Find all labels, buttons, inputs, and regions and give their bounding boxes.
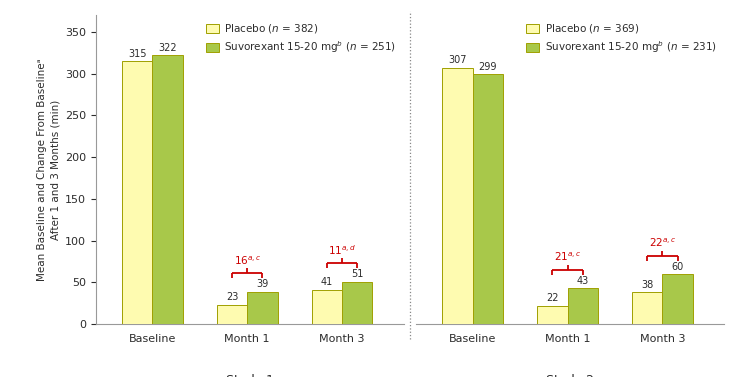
Text: 39: 39 [257,279,268,289]
Bar [473,74,503,324]
Text: 51: 51 [351,269,363,279]
Text: 38: 38 [641,280,653,290]
Text: 299: 299 [478,62,497,72]
Bar [217,305,247,324]
Text: Study 2: Study 2 [546,374,594,377]
Bar [632,293,662,324]
Bar [567,288,598,324]
Text: 60: 60 [671,262,684,271]
Text: 16$^{a,c}$: 16$^{a,c}$ [234,254,261,267]
Text: Study 1: Study 1 [226,374,273,377]
Bar [122,61,152,324]
Bar [442,68,473,324]
Bar [247,292,278,324]
Bar [537,306,567,324]
Text: 21$^{a,c}$: 21$^{a,c}$ [554,251,581,263]
Legend: Placebo ($n$ = 382), Suvorexant 15-20 mg$^b$ ($n$ = 251): Placebo ($n$ = 382), Suvorexant 15-20 mg… [204,20,398,57]
Text: 43: 43 [577,276,589,286]
Bar [662,274,692,324]
Bar [312,290,342,324]
Text: 23: 23 [226,293,238,302]
Y-axis label: Mean Baseline and Change From Baselineᵃ
After 1 and 3 Months (min): Mean Baseline and Change From Baselineᵃ … [37,58,60,281]
Text: 322: 322 [158,43,177,53]
Legend: Placebo ($n$ = 369), Suvorexant 15-20 mg$^b$ ($n$ = 231): Placebo ($n$ = 369), Suvorexant 15-20 mg… [524,20,719,57]
Text: 22$^{a,c}$: 22$^{a,c}$ [649,237,676,249]
Text: 315: 315 [128,49,146,58]
Text: 307: 307 [448,55,467,65]
Bar [342,282,373,324]
Text: 11$^{a,d}$: 11$^{a,d}$ [328,243,356,256]
Text: 22: 22 [546,293,559,303]
Text: 41: 41 [320,277,333,287]
Bar [152,55,183,324]
